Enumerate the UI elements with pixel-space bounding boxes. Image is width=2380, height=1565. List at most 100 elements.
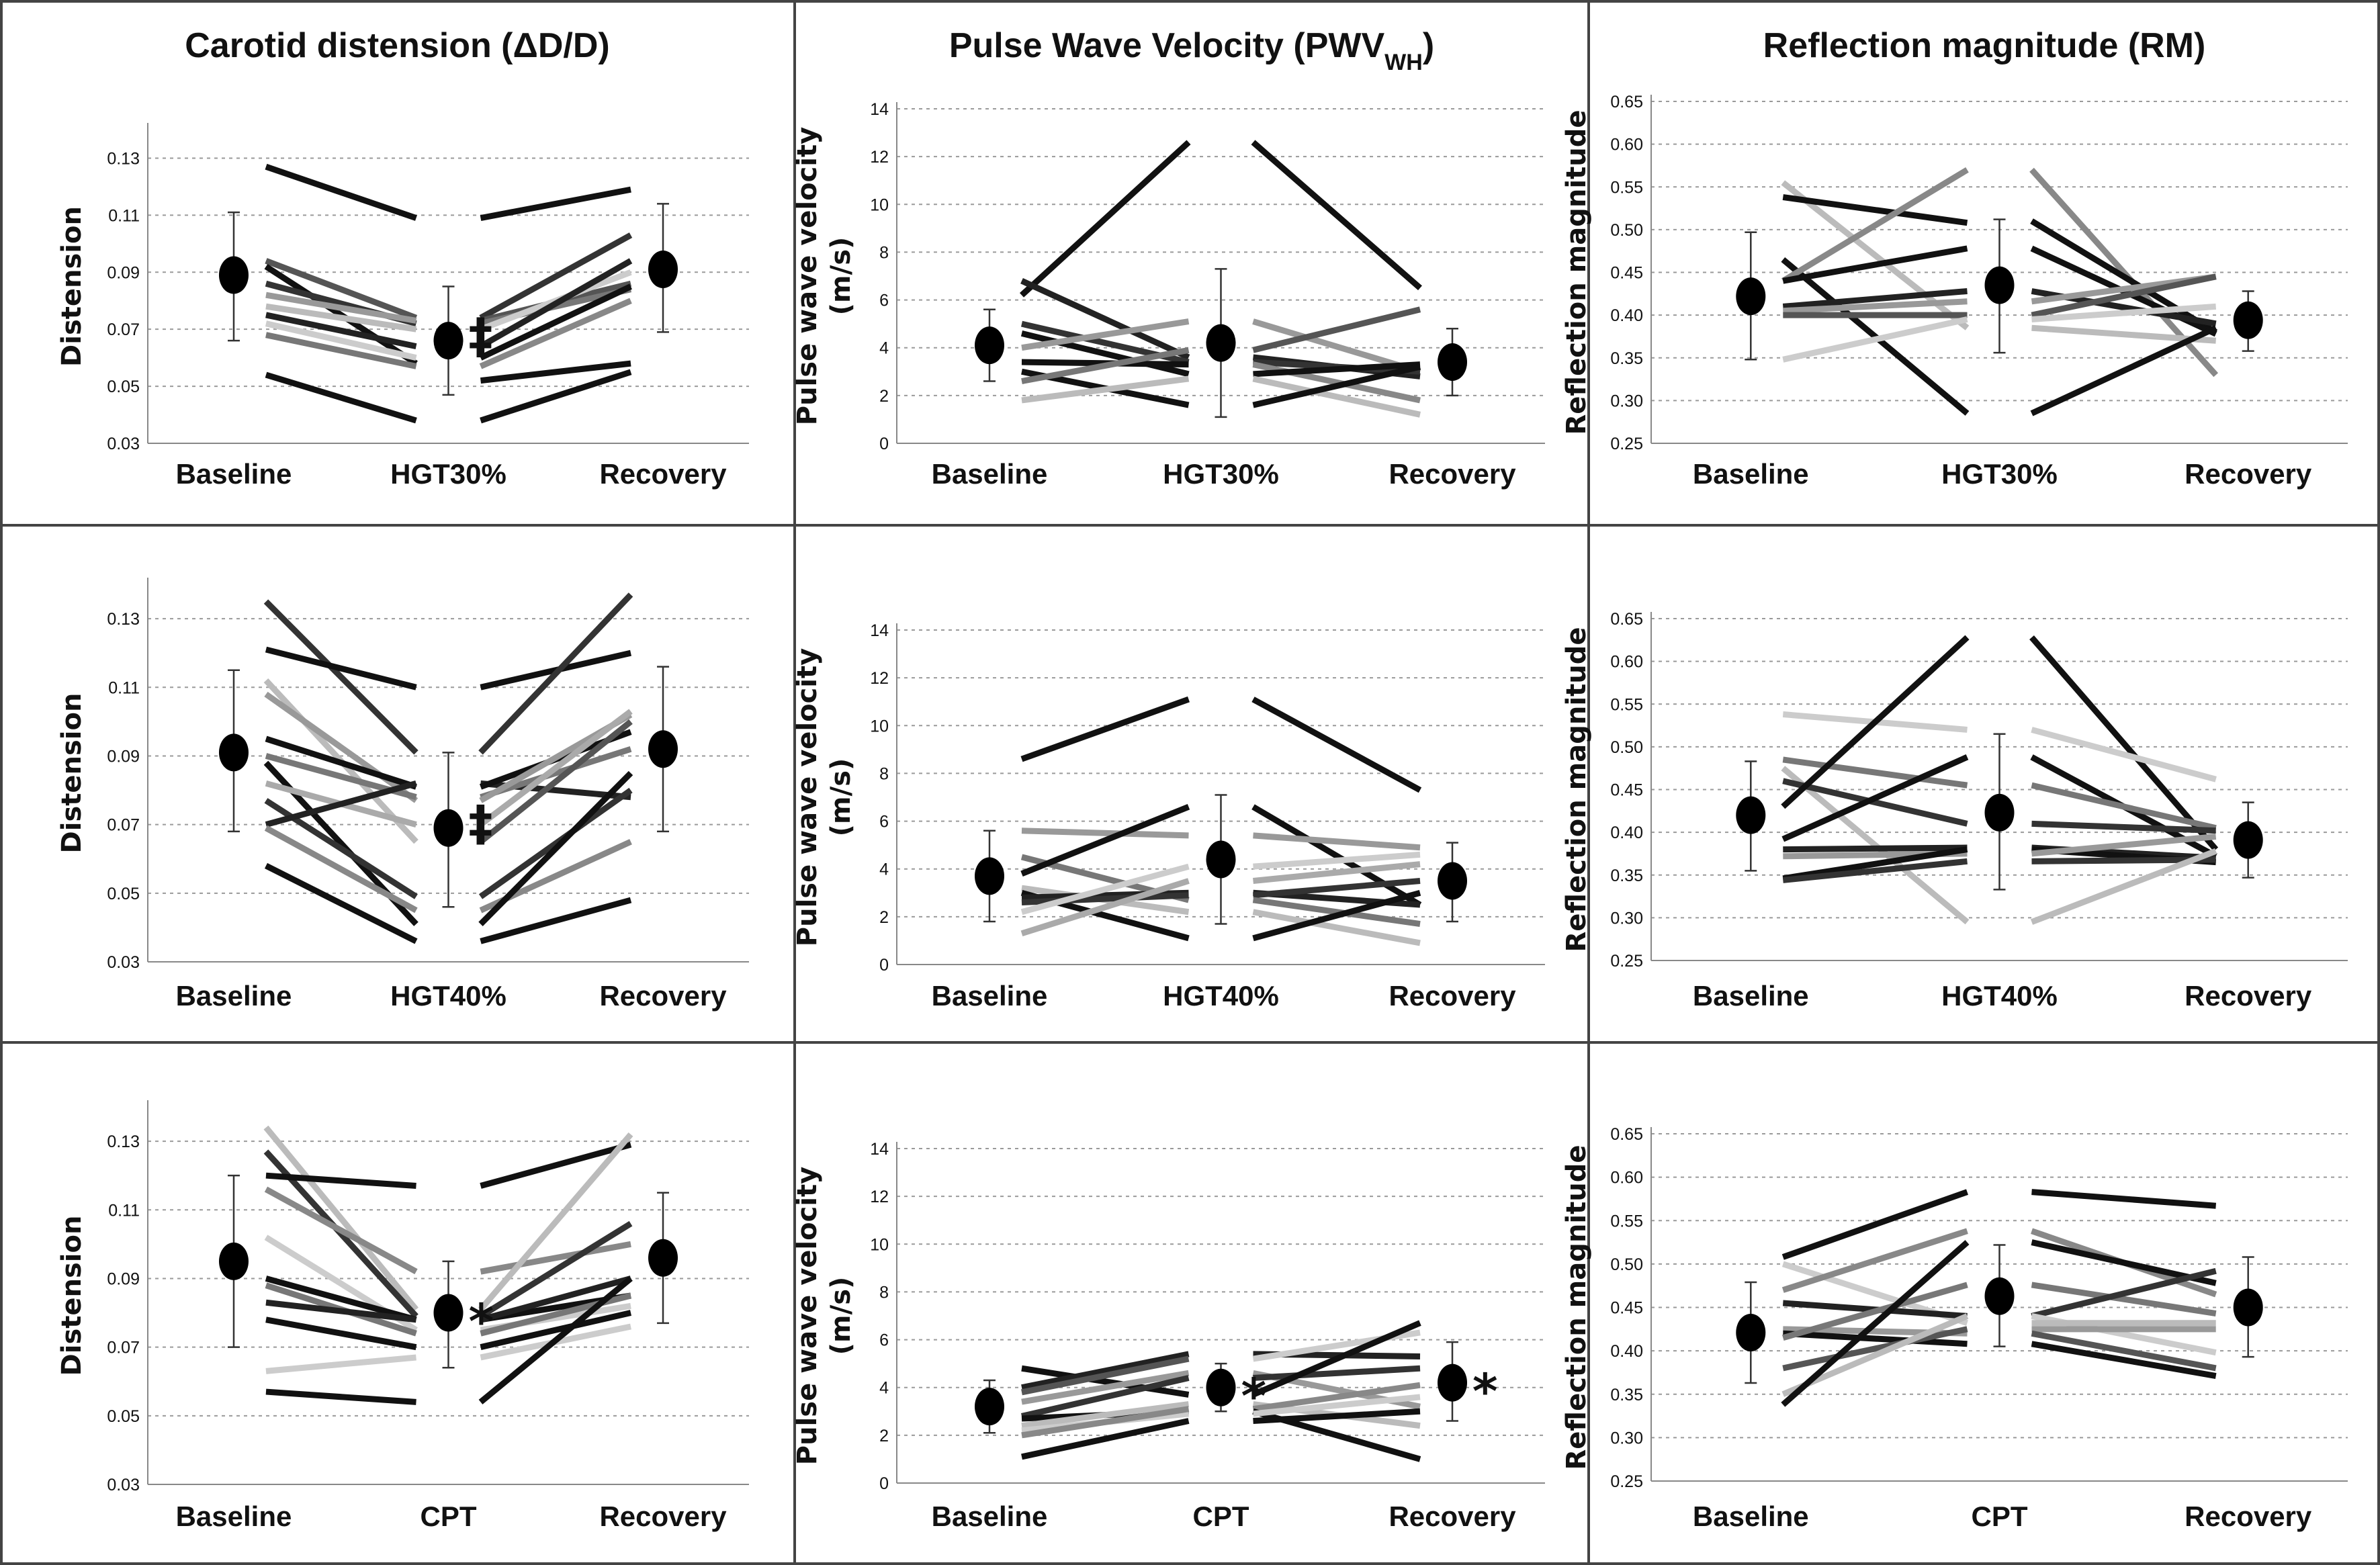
y-tick-label: 0.55	[1610, 1212, 1643, 1231]
subject-line	[1020, 278, 1190, 361]
subject-line	[480, 1276, 632, 1323]
subject-line	[1251, 140, 1422, 291]
y-axis-title: Reflection magnitude	[1561, 1145, 1592, 1470]
subject-line	[1252, 1382, 1421, 1413]
y-tick-label: 0.09	[107, 263, 140, 282]
y-tick-label: 0.30	[1610, 392, 1643, 410]
y-tick-label: 0.11	[108, 678, 140, 697]
category-label: Baseline	[932, 1501, 1048, 1532]
mean-marker	[218, 256, 249, 294]
y-tick-label: 0.50	[1610, 738, 1643, 757]
category-label: Baseline	[1693, 980, 1809, 1012]
subject-line	[1252, 306, 1421, 353]
mean-marker	[1736, 796, 1766, 834]
significance-mark: *	[1241, 1368, 1267, 1425]
y-tick-label: 6	[879, 813, 889, 832]
subject-line	[1782, 316, 1968, 363]
mean-marker	[218, 733, 249, 772]
y-tick-label: 2	[879, 908, 889, 927]
y-tick-label: 0.25	[1610, 952, 1643, 971]
subject-line	[265, 646, 417, 690]
subject-line	[1021, 892, 1189, 906]
subject-line	[265, 303, 417, 332]
category-label: HGT40%	[1163, 980, 1279, 1012]
y-tick-label: 8	[879, 243, 889, 262]
subject-line	[1252, 889, 1421, 942]
subject-line	[479, 1220, 633, 1319]
subject-line	[1021, 347, 1190, 384]
category-label: Baseline	[176, 1501, 292, 1532]
subject-line	[2031, 834, 2217, 857]
y-tick-label: 0.11	[108, 206, 140, 225]
y-tick-label: 0.30	[1610, 1429, 1643, 1447]
panel-pwv-cpt: 0 2 4 6 8 10 12 14 Pulse wave velocity (m/s) Basel…	[792, 1140, 1545, 1532]
subject-line	[1781, 754, 1969, 842]
mean-marker	[974, 1388, 1004, 1426]
y-tick-label: 0.40	[1610, 1342, 1643, 1361]
category-label: Baseline	[176, 458, 292, 490]
subject-line	[2031, 303, 2217, 322]
y-tick-label: 0.40	[1610, 306, 1643, 325]
category-label: Recovery	[1389, 458, 1516, 490]
subject-line	[2031, 1330, 2217, 1372]
subject-line	[1020, 330, 1190, 377]
subject-line	[1782, 756, 1968, 789]
y-tick-label: 0.13	[107, 610, 140, 629]
subject-line	[265, 371, 417, 424]
subject-line	[1021, 318, 1190, 351]
subject-line	[2031, 324, 2217, 344]
mean-marker	[1206, 324, 1236, 362]
subject-line	[1253, 1408, 1421, 1425]
panel-rm-hgt30: 0.25 0.30 0.35 0.40 0.45 0.50 0.55 0.60 0.65 Refl…	[1561, 93, 2348, 490]
subject-line	[1021, 828, 1189, 839]
subject-line	[1782, 245, 1968, 284]
y-tick-label: 0.05	[107, 1407, 140, 1426]
category-label: Baseline	[932, 980, 1048, 1012]
subject-line	[265, 258, 418, 321]
subject-line	[2031, 1267, 2217, 1319]
subject-line	[479, 258, 633, 349]
subject-line	[478, 1132, 633, 1312]
panel-distension-hgt40: 0.03 0.05 0.07 0.09 0.11 0.13 Distension Baseli…	[56, 578, 749, 1012]
y-tick-label: 0.50	[1610, 221, 1643, 240]
mean-marker	[433, 322, 464, 360]
panel-distension-hgt30: 0.03 0.05 0.07 0.09 0.11 0.13 Distension Baseli…	[56, 123, 749, 490]
significance-mark: ‡	[469, 308, 493, 364]
y-tick-label: 10	[870, 717, 889, 735]
mean-marker	[1984, 1277, 2015, 1315]
y-tick-label: 0.60	[1610, 136, 1643, 154]
subject-line	[1783, 844, 1968, 853]
y-tick-label: 0.07	[107, 320, 140, 339]
category-label: Recovery	[599, 458, 727, 490]
y-tick-label: 0.13	[107, 1132, 140, 1151]
subject-line	[1021, 1418, 1190, 1460]
category-label: Recovery	[2185, 1501, 2312, 1532]
subject-line	[1781, 1240, 1970, 1407]
y-axis-title: Distension	[56, 1216, 87, 1376]
y-tick-label: 0.07	[107, 816, 140, 835]
subject-line	[265, 780, 417, 828]
subject-line	[1021, 1351, 1190, 1391]
panel-pwv-hgt40: 0 2 4 6 8 10 12 14 Pulse wave velocity (m/s) Basel…	[792, 621, 1545, 1012]
subject-line	[265, 1354, 416, 1374]
mean-marker	[648, 251, 678, 289]
y-tick-label: 0.30	[1610, 909, 1643, 928]
y-tick-label: 0.65	[1610, 610, 1643, 629]
y-tick-label: 0	[879, 435, 889, 453]
subject-line	[1251, 697, 1422, 793]
mean-marker	[648, 730, 678, 768]
y-tick-label: 12	[870, 1188, 889, 1206]
category-label: Baseline	[176, 980, 292, 1012]
y-tick-label: 0.11	[108, 1201, 140, 1220]
subject-line	[1021, 1355, 1190, 1396]
y-tick-label: 0.13	[107, 149, 140, 168]
y-tick-label: 0.05	[107, 885, 140, 903]
subject-line	[1782, 1282, 1968, 1341]
y-axis-title: Pulse wave velocity	[792, 1167, 823, 1465]
subject-line	[1021, 1406, 1190, 1439]
significance-mark: ‡	[469, 795, 493, 852]
category-label: HGT30%	[390, 458, 506, 490]
mean-marker	[433, 809, 464, 847]
subject-line	[264, 862, 418, 944]
